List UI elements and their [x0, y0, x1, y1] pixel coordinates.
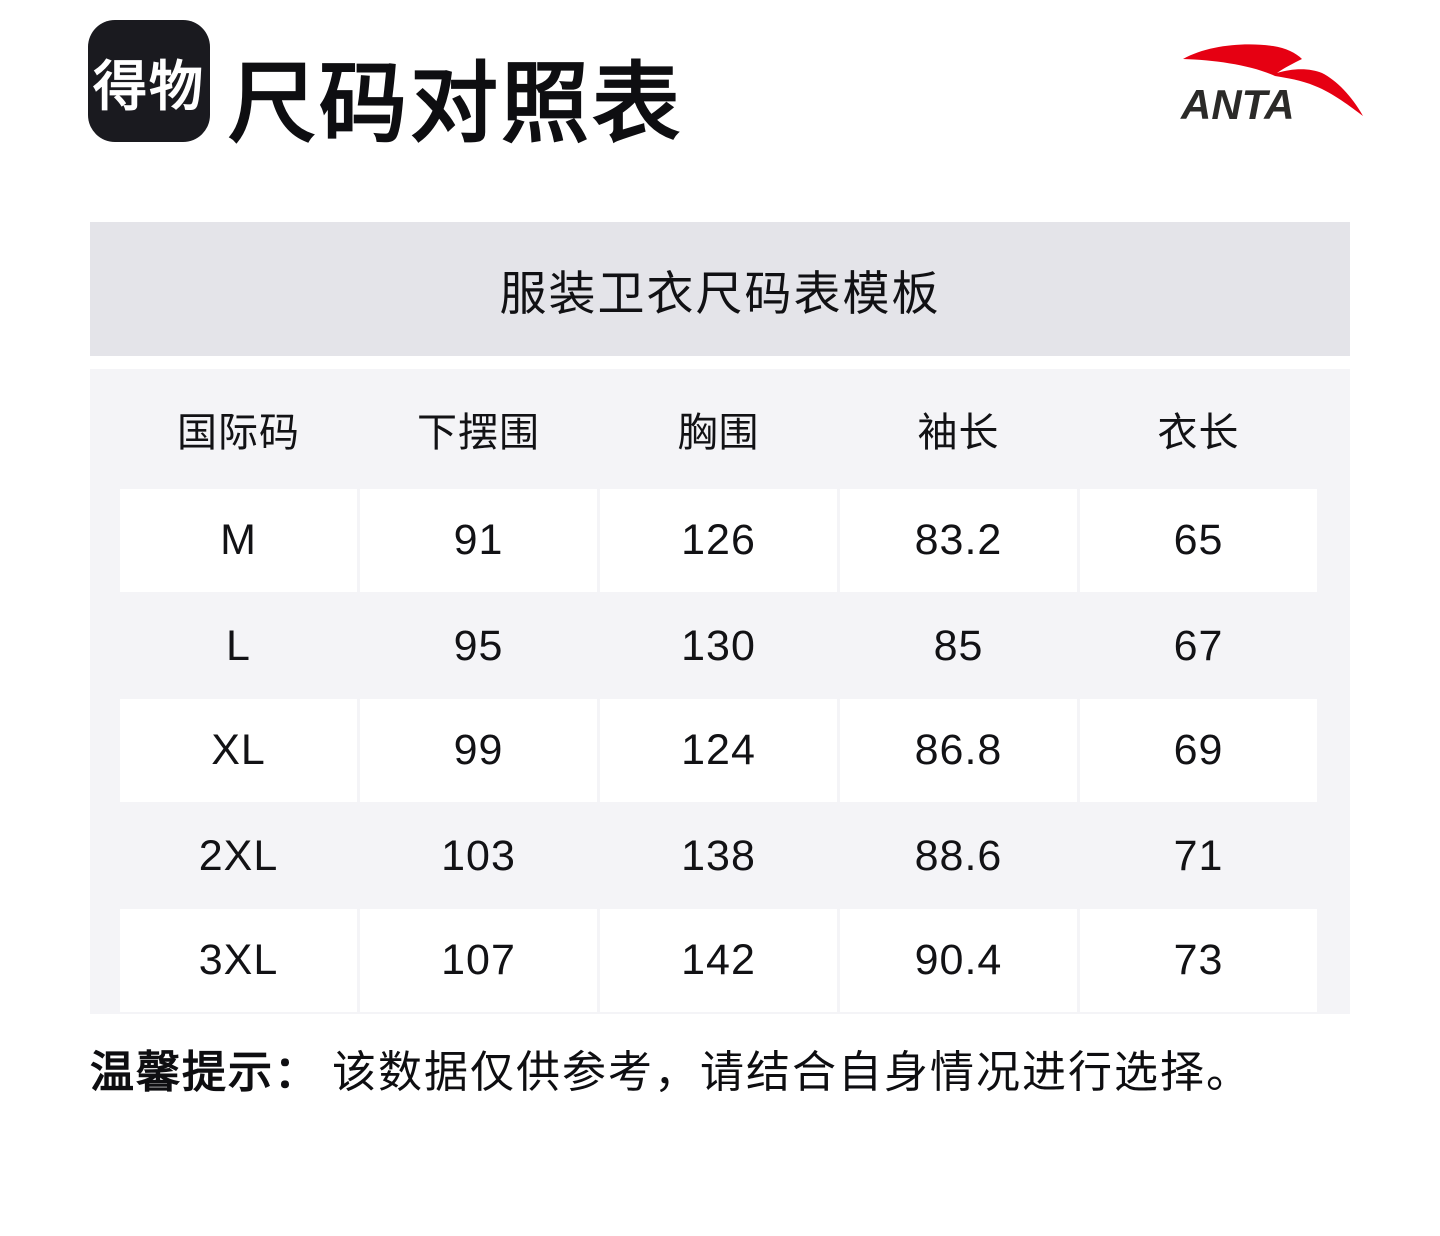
column-header-chest: 胸围	[677, 411, 760, 455]
table-title: 服装卫衣尺码表模板	[499, 266, 941, 320]
anta-swoosh-icon	[1183, 44, 1363, 116]
table-title-banner: 服装卫衣尺码表模板	[90, 222, 1350, 356]
table-cell: 71	[1173, 832, 1224, 880]
table-cell: 91	[360, 489, 597, 592]
table-cell: 124	[600, 699, 837, 802]
column-header-intl-size: 国际码	[177, 411, 300, 455]
table-cell: 83.2	[840, 489, 1077, 592]
table-cell: 130	[681, 622, 756, 670]
page-title: 尺码对照表	[228, 54, 684, 153]
table-row-3xl: 3XL 107 142 90.4 73	[120, 909, 1317, 1012]
table-cell: 99	[360, 699, 597, 802]
table-cell: 2XL	[198, 832, 279, 880]
anta-logo-text: ANTA	[1180, 81, 1295, 128]
table-cell: 65	[1080, 489, 1317, 592]
disclaimer-label: 温馨提示：	[90, 1048, 320, 1097]
table-cell: 88.6	[914, 832, 1003, 880]
table-cell: 103	[441, 832, 516, 880]
column-header-length: 衣长	[1157, 411, 1240, 455]
table-cell: 126	[600, 489, 837, 592]
table-cell: 86.8	[840, 699, 1077, 802]
table-cell: 3XL	[120, 909, 357, 1012]
table-cell: 69	[1080, 699, 1317, 802]
size-table: 国际码 下摆围 胸围 袖长 衣长 M 91 126 83.2 65 L 95 1…	[90, 369, 1350, 1014]
table-cell: 95	[453, 622, 504, 670]
table-cell: 85	[933, 622, 984, 670]
table-cell: 142	[600, 909, 837, 1012]
table-row-2xl: 2XL 103 138 88.6 71	[120, 804, 1317, 909]
column-header-hem: 下摆围	[417, 411, 540, 455]
table-row-xl: XL 99 124 86.8 69	[120, 699, 1317, 802]
table-row-l: L 95 130 85 67	[120, 594, 1317, 699]
table-cell: L	[226, 622, 251, 670]
anta-brand-logo: ANTA	[1163, 28, 1393, 153]
table-cell: 138	[681, 832, 756, 880]
table-cell: 73	[1080, 909, 1317, 1012]
table-header-row: 国际码 下摆围 胸围 袖长 衣长	[120, 369, 1317, 489]
table-cell: 107	[360, 909, 597, 1012]
table-cell: 90.4	[840, 909, 1077, 1012]
table-row-m: M 91 126 83.2 65	[120, 489, 1317, 592]
table-cell: XL	[120, 699, 357, 802]
table-cell: 67	[1173, 622, 1224, 670]
disclaimer-note: 温馨提示： 该数据仅供参考，请结合自身情况进行选择。	[90, 1036, 1252, 1100]
disclaimer-text: 该数据仅供参考，请结合自身情况进行选择。	[332, 1048, 1252, 1097]
table-cell: M	[120, 489, 357, 592]
dewu-app-logo: 得物	[88, 20, 210, 142]
column-header-sleeve: 袖长	[917, 411, 1000, 455]
dewu-logo-text: 得物	[93, 56, 205, 117]
